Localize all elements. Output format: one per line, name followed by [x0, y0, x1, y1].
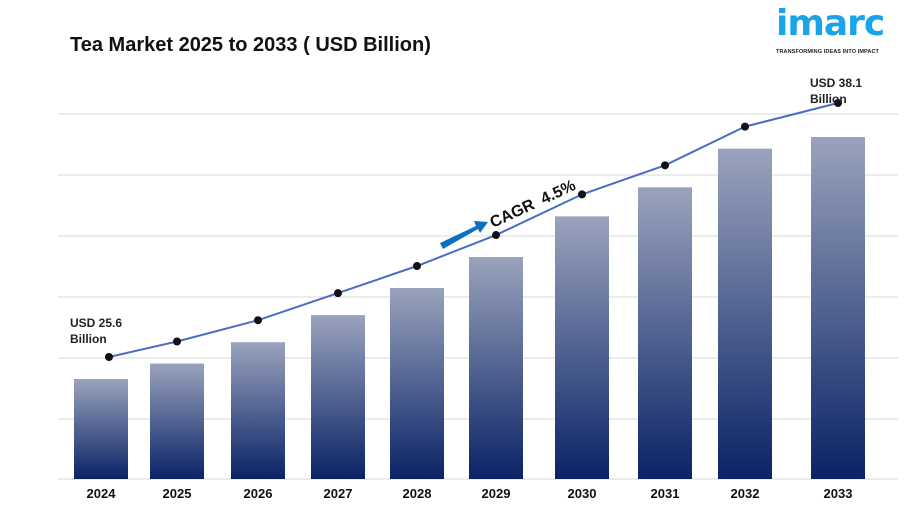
- x-tick-label: 2030: [568, 486, 597, 501]
- x-tick-label: 2028: [403, 486, 432, 501]
- x-tick-label: 2029: [482, 486, 511, 501]
- x-tick-label: 2032: [731, 486, 760, 501]
- x-tick-label: 2025: [163, 486, 192, 501]
- trend-point: [254, 316, 262, 325]
- x-tick-label: 2027: [324, 486, 353, 501]
- end-value-annotation: USD 38.1 Billion: [810, 75, 862, 107]
- bar-2030: [555, 216, 609, 479]
- bar-2025: [150, 363, 204, 479]
- trend-point: [334, 289, 342, 298]
- imarc-logo: imarc TRANSFORMING IDEAS INTO IMPACT: [776, 2, 896, 56]
- trend-point: [661, 161, 669, 170]
- bar-2027: [311, 315, 365, 479]
- bar-2033: [811, 137, 865, 479]
- bar-2026: [231, 342, 285, 479]
- bar-2029: [469, 257, 523, 479]
- bar-2024: [74, 379, 128, 479]
- trend-point: [834, 99, 842, 107]
- chart-title: Tea Market 2025 to 2033 ( USD Billion): [70, 34, 431, 56]
- x-tick-label: 2033: [824, 486, 853, 501]
- end-value-line1: USD 38.1: [810, 76, 863, 90]
- trend-line: [108, 102, 839, 358]
- start-value-line1: USD 25.6: [70, 316, 123, 330]
- trend-point: [578, 190, 586, 199]
- bar-2031: [638, 187, 692, 479]
- logo-word: imarc: [776, 3, 885, 44]
- trend-point: [105, 353, 113, 361]
- trend-point: [173, 337, 181, 346]
- start-value-annotation: USD 25.6 Billion: [70, 315, 122, 347]
- bar-2028: [390, 288, 444, 479]
- trend-point: [492, 231, 500, 240]
- bar-2032: [718, 148, 772, 479]
- x-tick-label: 2031: [651, 486, 680, 501]
- logo-tagline: TRANSFORMING IDEAS INTO IMPACT: [776, 49, 880, 55]
- cagr-arrow-icon: [440, 221, 488, 249]
- start-value-line2: Billion: [70, 332, 107, 346]
- trend-point: [741, 122, 749, 131]
- trend-point: [413, 262, 421, 271]
- end-value-line2: Billion: [810, 92, 847, 106]
- x-tick-label: 2024: [87, 486, 117, 501]
- x-tick-label: 2026: [244, 486, 273, 501]
